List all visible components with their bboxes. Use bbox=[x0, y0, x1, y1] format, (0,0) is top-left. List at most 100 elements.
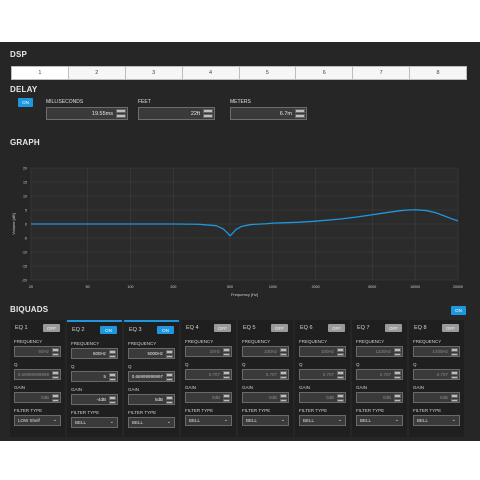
q-field[interactable]: 0.707 bbox=[185, 369, 232, 380]
chevron-down-icon: ⌄ bbox=[280, 417, 285, 423]
frequency-field[interactable]: 1400Hz bbox=[413, 346, 460, 357]
frequency-stepper[interactable] bbox=[52, 348, 59, 356]
frequency-stepper[interactable] bbox=[280, 348, 287, 356]
eq-toggle[interactable]: OFF bbox=[214, 324, 231, 332]
biquads-title: BIQUADS bbox=[10, 305, 49, 314]
frequency-field[interactable]: 5000Hz bbox=[128, 348, 175, 359]
chevron-down-icon: ⌄ bbox=[109, 419, 114, 425]
gain-stepper[interactable] bbox=[166, 396, 173, 404]
chevron-down-icon: ⌄ bbox=[52, 417, 57, 423]
filter-type-label: FILTER TYPE bbox=[413, 408, 442, 413]
q-field[interactable]: 0.707 bbox=[356, 369, 403, 380]
gain-field[interactable]: 0dB bbox=[242, 392, 289, 403]
q-field[interactable]: 0.707 bbox=[299, 369, 346, 380]
q-stepper[interactable] bbox=[280, 371, 287, 379]
eq-band-8: EQ 8 OFF FREQUENCY 1400Hz Q 0.707 GAIN 0dB FILTE… bbox=[409, 320, 464, 437]
eq-toggle[interactable]: OFF bbox=[328, 324, 345, 332]
frequency-stepper[interactable] bbox=[337, 348, 344, 356]
gain-field[interactable]: -4dB bbox=[71, 394, 118, 405]
x-tick-label: 50 bbox=[86, 285, 90, 289]
tab-2[interactable]: 2 bbox=[67, 67, 125, 79]
frequency-field[interactable]: 20Hz bbox=[185, 346, 232, 357]
frequency-field[interactable]: 500Hz bbox=[71, 348, 118, 359]
milliseconds-stepper[interactable] bbox=[116, 109, 126, 118]
frequency-stepper[interactable] bbox=[451, 348, 458, 356]
filter-type-select[interactable]: BELL ⌄ bbox=[71, 417, 118, 428]
tab-5[interactable]: 5 bbox=[238, 67, 296, 79]
filter-type-select[interactable]: BELL ⌄ bbox=[299, 415, 346, 426]
eq-toggle[interactable]: OFF bbox=[43, 324, 60, 332]
meters-stepper[interactable] bbox=[295, 109, 305, 118]
frequency-stepper[interactable] bbox=[109, 350, 116, 358]
frequency-field[interactable]: 50Hz bbox=[14, 346, 61, 357]
q-label: Q bbox=[185, 362, 189, 367]
q-stepper[interactable] bbox=[337, 371, 344, 379]
gain-field[interactable]: 0dB bbox=[185, 392, 232, 403]
gain-stepper[interactable] bbox=[52, 394, 59, 402]
q-field[interactable]: 0.707 bbox=[413, 369, 460, 380]
gain-field[interactable]: 0dB bbox=[413, 392, 460, 403]
gain-field[interactable]: 0dB bbox=[356, 392, 403, 403]
delay-title: DELAY bbox=[10, 85, 38, 94]
tab-8[interactable]: 8 bbox=[409, 67, 466, 79]
delay-toggle[interactable]: ON bbox=[18, 98, 33, 107]
q-stepper[interactable] bbox=[223, 371, 230, 379]
biquads-toggle[interactable]: ON bbox=[451, 306, 466, 315]
filter-type-select[interactable]: BELL ⌄ bbox=[413, 415, 460, 426]
tab-7[interactable]: 7 bbox=[352, 67, 410, 79]
q-value: 5 bbox=[103, 374, 106, 379]
tab-6[interactable]: 6 bbox=[295, 67, 353, 79]
frequency-stepper[interactable] bbox=[166, 350, 173, 358]
eq-toggle[interactable]: ON bbox=[100, 326, 117, 334]
meters-field[interactable]: 6.7m bbox=[230, 107, 307, 120]
gain-stepper[interactable] bbox=[451, 394, 458, 402]
gain-stepper[interactable] bbox=[394, 394, 401, 402]
frequency-stepper[interactable] bbox=[223, 348, 230, 356]
eq-toggle[interactable]: OFF bbox=[385, 324, 402, 332]
feet-field[interactable]: 22ft bbox=[138, 107, 215, 120]
x-tick-label: 1000 bbox=[269, 285, 277, 289]
feet-stepper[interactable] bbox=[203, 109, 213, 118]
q-stepper[interactable] bbox=[394, 371, 401, 379]
gain-stepper[interactable] bbox=[109, 396, 116, 404]
q-field[interactable]: 0.66999999999 bbox=[14, 369, 61, 380]
eq-toggle[interactable]: OFF bbox=[271, 324, 288, 332]
gain-field[interactable]: 0dB bbox=[299, 392, 346, 403]
q-field[interactable]: 0.66999999997 bbox=[128, 371, 175, 382]
q-field[interactable]: 5 bbox=[71, 371, 118, 382]
eq-name: EQ 7 bbox=[357, 325, 370, 331]
filter-type-select[interactable]: BELL ⌄ bbox=[242, 415, 289, 426]
gain-stepper[interactable] bbox=[223, 394, 230, 402]
q-label: Q bbox=[128, 364, 132, 369]
q-stepper[interactable] bbox=[52, 371, 59, 379]
frequency-field[interactable]: 1220Hz bbox=[356, 346, 403, 357]
q-stepper[interactable] bbox=[109, 373, 116, 381]
tab-3[interactable]: 3 bbox=[124, 67, 182, 79]
tab-1[interactable]: 1 bbox=[12, 67, 68, 79]
frequency-field[interactable]: 100Hz bbox=[242, 346, 289, 357]
gain-value: 0dB bbox=[211, 395, 220, 400]
gain-field[interactable]: 0dB bbox=[14, 392, 61, 403]
eq-toggle[interactable]: OFF bbox=[442, 324, 459, 332]
gain-field[interactable]: 5dB bbox=[128, 394, 175, 405]
frequency-field[interactable]: 100Hz bbox=[299, 346, 346, 357]
q-stepper[interactable] bbox=[166, 373, 173, 381]
filter-type-select[interactable]: LOW Shelf ⌄ bbox=[14, 415, 61, 426]
x-tick-label: 200 bbox=[170, 285, 176, 289]
eq-band-5: EQ 5 OFF FREQUENCY 100Hz Q 0.707 GAIN 0dB FILTER… bbox=[238, 320, 293, 437]
q-stepper[interactable] bbox=[451, 371, 458, 379]
x-axis-label: Frequency [Hz] bbox=[231, 292, 258, 297]
gain-stepper[interactable] bbox=[280, 394, 287, 402]
filter-type-select[interactable]: BELL ⌄ bbox=[128, 417, 175, 428]
frequency-stepper[interactable] bbox=[394, 348, 401, 356]
milliseconds-field[interactable]: 19.55ms bbox=[46, 107, 128, 120]
x-tick-label: 100 bbox=[127, 285, 133, 289]
tab-4[interactable]: 4 bbox=[181, 67, 239, 79]
gain-stepper[interactable] bbox=[337, 394, 344, 402]
eq-toggle[interactable]: ON bbox=[157, 326, 174, 334]
q-field[interactable]: 0.707 bbox=[242, 369, 289, 380]
filter-type-select[interactable]: BELL ⌄ bbox=[356, 415, 403, 426]
filter-type-label: FILTER TYPE bbox=[356, 408, 385, 413]
filter-type-select[interactable]: BELL ⌄ bbox=[185, 415, 232, 426]
frequency-value: 100Hz bbox=[320, 349, 334, 354]
